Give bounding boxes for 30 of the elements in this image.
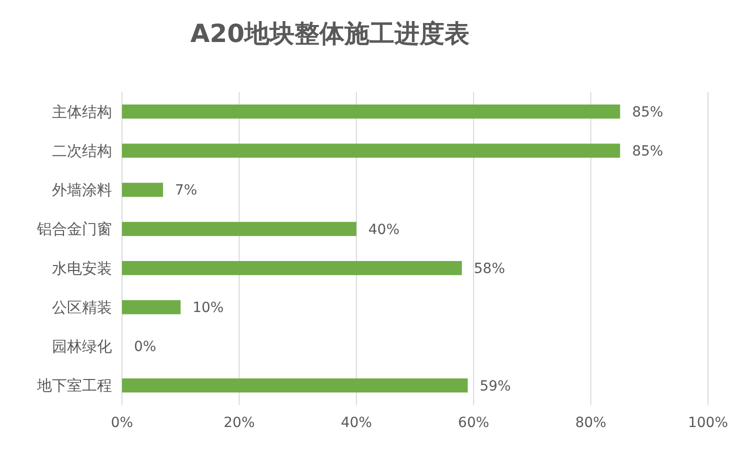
data-label: 59% bbox=[480, 378, 511, 394]
y-tick-label: 二次结构 bbox=[52, 142, 112, 160]
y-tick-label: 铝合金门窗 bbox=[36, 220, 112, 238]
bar bbox=[122, 222, 356, 236]
y-tick-label: 公区精装 bbox=[52, 298, 112, 316]
data-label: 40% bbox=[368, 222, 400, 238]
y-tick-label: 主体结构 bbox=[52, 102, 112, 121]
x-tick-label: 0% bbox=[110, 415, 134, 431]
data-label: 85% bbox=[632, 144, 664, 160]
chart-title: A20地块整体施工进度表 bbox=[190, 19, 470, 48]
data-label: 85% bbox=[632, 104, 664, 120]
bar bbox=[122, 261, 462, 276]
x-tick-label: 20% bbox=[224, 415, 255, 431]
bar bbox=[122, 300, 181, 314]
y-tick-label: 园林绿化 bbox=[52, 338, 112, 356]
y-tick-label: 地下室工程 bbox=[36, 376, 112, 395]
data-label: 10% bbox=[192, 300, 224, 316]
bar bbox=[122, 104, 620, 119]
x-tick-label: 100% bbox=[688, 415, 728, 431]
bar bbox=[122, 182, 164, 197]
x-tick-label: 40% bbox=[340, 415, 372, 431]
x-tick-label: 80% bbox=[575, 415, 606, 431]
data-label: 7% bbox=[175, 182, 198, 199]
bar bbox=[122, 378, 468, 392]
y-tick-label: 外墙涂料 bbox=[52, 181, 112, 200]
bar bbox=[122, 144, 620, 158]
x-tick-label: 60% bbox=[458, 415, 490, 431]
data-label: 0% bbox=[134, 339, 156, 356]
y-tick-label: 水电安装 bbox=[52, 259, 112, 278]
data-label: 58% bbox=[474, 260, 506, 277]
